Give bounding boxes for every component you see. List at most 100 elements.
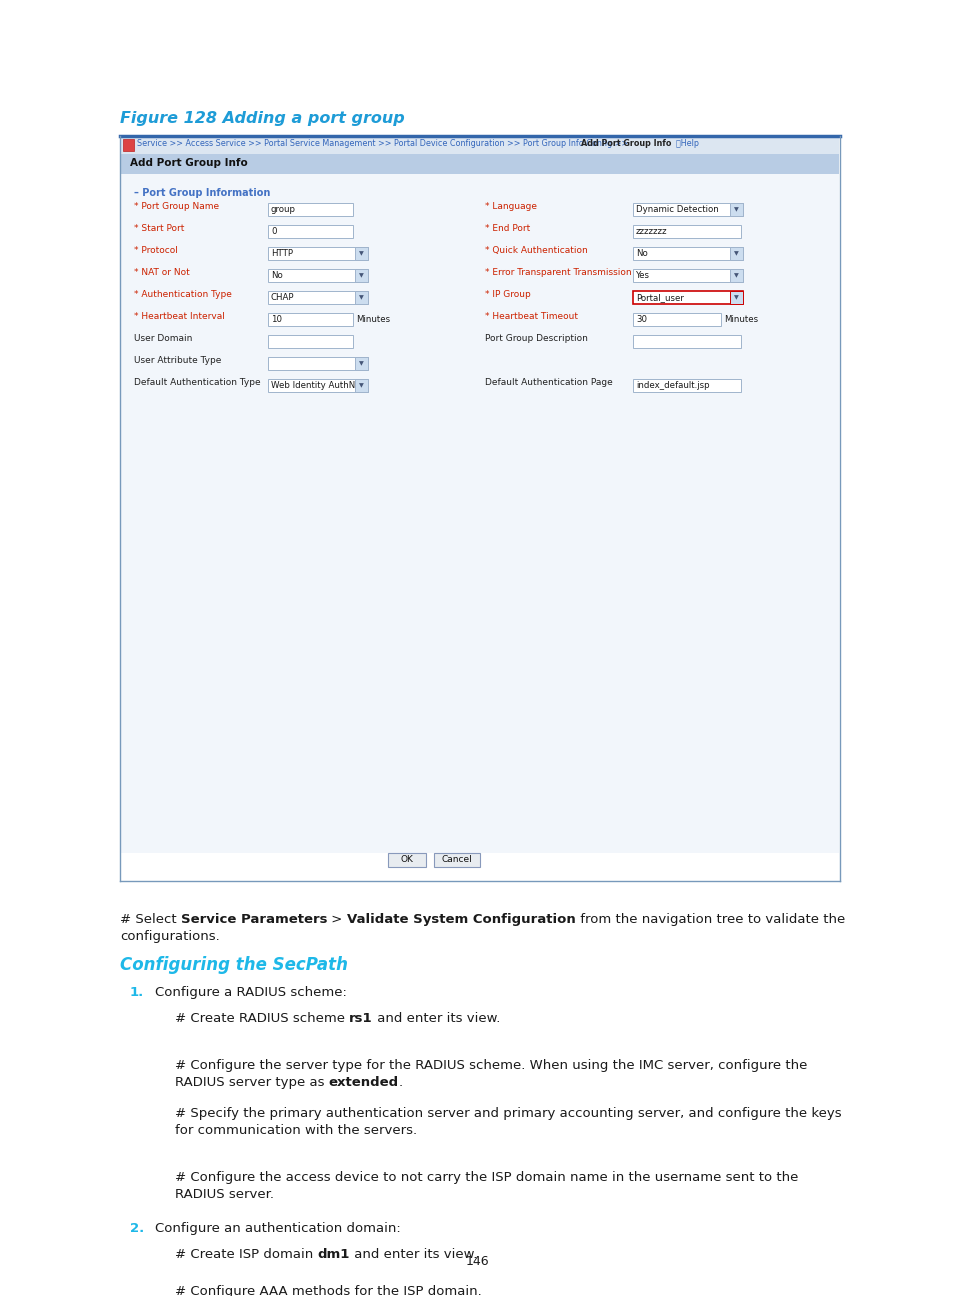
Bar: [268, 203, 353, 216]
Text: Cancel: Cancel: [441, 855, 472, 864]
Text: zzzzzzz: zzzzzzz: [636, 228, 667, 236]
Bar: [633, 378, 740, 391]
Text: 0: 0: [271, 228, 276, 236]
Bar: [355, 248, 368, 260]
Text: Configure an authentication domain:: Configure an authentication domain:: [154, 1222, 400, 1235]
Text: ▼: ▼: [358, 273, 363, 279]
Text: configurations.: configurations.: [120, 931, 219, 943]
Text: Add Port Group Info: Add Port Group Info: [580, 139, 671, 148]
Text: ▼: ▼: [734, 295, 739, 299]
Text: ▼: ▼: [358, 251, 363, 257]
Bar: [268, 334, 353, 349]
Text: * Quick Authentication: * Quick Authentication: [484, 246, 587, 255]
Text: from the navigation tree to validate the: from the navigation tree to validate the: [576, 912, 844, 927]
Bar: [268, 356, 368, 369]
Text: # Configure AAA methods for the ISP domain.: # Configure AAA methods for the ISP doma…: [174, 1286, 481, 1296]
Bar: [729, 292, 742, 305]
Bar: [355, 356, 368, 369]
Text: User Domain: User Domain: [133, 334, 193, 343]
Text: 10: 10: [271, 315, 282, 324]
Text: ▼: ▼: [734, 251, 739, 257]
Text: extended: extended: [329, 1076, 398, 1089]
Bar: [633, 292, 742, 305]
Bar: [121, 136, 838, 154]
Text: group: group: [271, 206, 295, 215]
Bar: [355, 292, 368, 305]
Text: Figure 128 Adding a port group: Figure 128 Adding a port group: [120, 111, 404, 126]
Text: for communication with the servers.: for communication with the servers.: [174, 1124, 416, 1137]
Text: Service >> Access Service >> Portal Service Management >> Portal Device Configur: Service >> Access Service >> Portal Serv…: [137, 139, 630, 148]
Bar: [268, 270, 368, 283]
Text: * End Port: * End Port: [484, 224, 530, 233]
Bar: [268, 248, 368, 260]
Text: * Heartbeat Timeout: * Heartbeat Timeout: [484, 312, 578, 321]
Text: # Create ISP domain: # Create ISP domain: [174, 1248, 317, 1261]
Text: 1.: 1.: [130, 986, 144, 999]
Bar: [268, 226, 353, 238]
Bar: [123, 139, 133, 152]
Bar: [268, 292, 368, 305]
Bar: [121, 154, 838, 174]
Text: # Create RADIUS scheme: # Create RADIUS scheme: [174, 1012, 349, 1025]
Text: * IP Group: * IP Group: [484, 290, 530, 299]
Text: * Language: * Language: [484, 202, 537, 211]
Text: ▼: ▼: [734, 273, 739, 279]
Text: # Specify the primary authentication server and primary accounting server, and c: # Specify the primary authentication ser…: [174, 1107, 841, 1120]
Text: ▼: ▼: [358, 362, 363, 365]
Bar: [729, 270, 742, 283]
Text: * Authentication Type: * Authentication Type: [133, 290, 232, 299]
Text: 146: 146: [465, 1255, 488, 1267]
Text: * Start Port: * Start Port: [133, 224, 184, 233]
Bar: [633, 248, 742, 260]
Text: # Configure the server type for the RADIUS scheme. When using the IMC server, co: # Configure the server type for the RADI…: [174, 1059, 806, 1072]
Text: OK: OK: [400, 855, 413, 864]
Text: index_default.jsp: index_default.jsp: [636, 381, 709, 390]
Bar: [633, 226, 740, 238]
Text: ▼: ▼: [358, 384, 363, 388]
Bar: [268, 378, 368, 391]
Text: and enter its view.: and enter its view.: [350, 1248, 476, 1261]
Text: and enter its view.: and enter its view.: [373, 1012, 499, 1025]
Text: User Attribute Type: User Attribute Type: [133, 356, 221, 365]
Text: 30: 30: [636, 315, 646, 324]
Text: Validate System Configuration: Validate System Configuration: [347, 912, 576, 927]
Text: RADIUS server type as: RADIUS server type as: [174, 1076, 329, 1089]
Bar: [729, 203, 742, 216]
Text: Dynamic Detection: Dynamic Detection: [636, 206, 718, 215]
Bar: [121, 174, 838, 853]
Bar: [268, 314, 353, 327]
Bar: [120, 136, 840, 881]
Text: – Port Group Information: – Port Group Information: [133, 188, 270, 198]
Bar: [633, 270, 742, 283]
Text: ⓘHelp: ⓘHelp: [670, 139, 699, 148]
Text: Minutes: Minutes: [723, 315, 758, 324]
Text: * Protocol: * Protocol: [133, 246, 177, 255]
Text: Default Authentication Type: Default Authentication Type: [133, 378, 260, 388]
Text: HTTP: HTTP: [271, 250, 293, 258]
Text: ▼: ▼: [734, 207, 739, 213]
Text: No: No: [271, 271, 282, 280]
Text: Configuring the SecPath: Configuring the SecPath: [120, 955, 348, 973]
Text: Web Identity AuthN: Web Identity AuthN: [271, 381, 355, 390]
Text: Minutes: Minutes: [355, 315, 390, 324]
Text: .: .: [398, 1076, 402, 1089]
Text: Yes: Yes: [636, 271, 649, 280]
Bar: [633, 314, 720, 327]
Text: 2.: 2.: [130, 1222, 144, 1235]
Text: # Configure the access device to not carry the ISP domain name in the username s: # Configure the access device to not car…: [174, 1172, 798, 1185]
Bar: [355, 378, 368, 391]
Text: Portal_user: Portal_user: [636, 293, 683, 302]
Bar: [633, 203, 742, 216]
Text: rs1: rs1: [349, 1012, 373, 1025]
Text: * Heartbeat Interval: * Heartbeat Interval: [133, 312, 225, 321]
Bar: [355, 270, 368, 283]
Text: No: No: [636, 250, 647, 258]
Text: dm1: dm1: [317, 1248, 350, 1261]
Text: Add Port Group Info: Add Port Group Info: [130, 158, 248, 168]
Text: CHAP: CHAP: [271, 293, 294, 302]
Text: Service Parameters: Service Parameters: [181, 912, 327, 927]
Text: Port Group Description: Port Group Description: [484, 334, 587, 343]
Bar: [729, 248, 742, 260]
Text: >: >: [327, 912, 347, 927]
Bar: [434, 853, 479, 867]
